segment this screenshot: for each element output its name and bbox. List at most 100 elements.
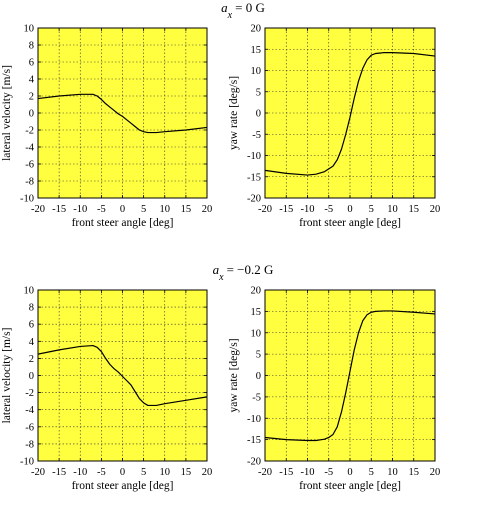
title-subscript: x: [227, 10, 233, 21]
x-tick-label: 5: [369, 467, 374, 478]
panel-yaw-rate-bottom: -20 -15 -10 -5 0 5 10 15 20 -20 -15 -10 -5 0 5 10 15 20 fr…: [228, 286, 440, 493]
x-tick-label: 0: [120, 204, 125, 215]
y-tick-label: -5: [252, 130, 261, 141]
series-line: [264, 310, 436, 442]
plot-frame: [37, 289, 208, 462]
section-title-bottom: ax = −0.2 G: [213, 262, 274, 283]
x-tick-label: 20: [202, 467, 213, 478]
x-tick-label: 15: [181, 467, 192, 478]
y-tick-label: 20: [251, 24, 262, 35]
series-line: [264, 52, 436, 176]
x-tick-label: -20: [31, 467, 45, 478]
y-tick-label: -10: [247, 151, 261, 162]
y-tick-label: -4: [25, 143, 34, 154]
x-tick-label: -5: [324, 467, 333, 478]
y-tick-label: -4: [25, 405, 34, 416]
x-tick-label: -20: [31, 204, 45, 215]
y-tick-label: 0: [29, 109, 34, 120]
x-tick-label: 5: [141, 467, 146, 478]
y-tick-label: 2: [29, 92, 34, 103]
y-tick-label: 0: [29, 371, 34, 382]
panel-lateral-velocity-bottom: -20 -15 -10 -5 0 5 10 15 20-10-8-6-4-20246810fro…: [1, 286, 212, 493]
x-tick-label: 0: [347, 204, 352, 215]
x-tick-label: 0: [120, 467, 125, 478]
y-tick-label: -2: [25, 388, 34, 399]
y-tick-label: -20: [247, 457, 261, 468]
x-tick-label: -5: [97, 204, 106, 215]
title-variable: a: [221, 0, 228, 15]
y-tick-label: 10: [251, 66, 262, 77]
y-tick-label: 2: [29, 354, 34, 365]
x-tick-label: -15: [279, 467, 293, 478]
panel-lateral-velocity-top: -20 -15 -10 -5 0 5 10 15 20-10-8-6-4-20246810fro…: [1, 24, 212, 230]
section-title-top: ax = 0 G: [221, 0, 265, 21]
y-tick-label: 10: [24, 24, 35, 35]
y-axis-label: yaw rate [deg/s]: [228, 76, 240, 150]
y-tick-label: -15: [247, 172, 261, 183]
x-tick-label: 20: [202, 204, 213, 215]
y-tick-label: -10: [247, 414, 261, 425]
plot-frame: [37, 27, 208, 199]
x-tick-label: -15: [279, 204, 293, 215]
y-tick-label: 15: [251, 45, 262, 56]
x-tick-label: -20: [258, 204, 272, 215]
y-tick-label: 10: [251, 328, 262, 339]
y-tick-label: -10: [20, 194, 34, 205]
y-axis-label: lateral velocity [m/s]: [1, 65, 13, 161]
x-tick-label: 15: [181, 204, 192, 215]
x-tick-label: 10: [160, 204, 171, 215]
y-tick-label: 8: [29, 41, 34, 52]
plot-frame: [264, 289, 436, 462]
x-tick-label: 10: [160, 467, 171, 478]
y-tick-label: 4: [29, 75, 35, 86]
x-tick-label: 15: [409, 467, 420, 478]
y-tick-label: 5: [256, 87, 261, 98]
y-tick-label: -6: [25, 160, 34, 171]
x-axis-label: front steer angle [deg]: [72, 217, 174, 229]
x-tick-label: -15: [52, 204, 66, 215]
x-tick-label: 5: [369, 204, 374, 215]
y-tick-label: -8: [25, 177, 34, 188]
y-tick-label: 0: [256, 371, 261, 382]
x-tick-label: 0: [347, 467, 352, 478]
x-tick-label: -10: [301, 204, 315, 215]
y-tick-label: -8: [25, 439, 34, 450]
title-subscript: x: [218, 272, 224, 283]
x-axis-label: front steer angle [deg]: [299, 480, 401, 492]
x-tick-label: -10: [73, 467, 87, 478]
y-tick-label: 8: [29, 303, 34, 314]
y-tick-label: -10: [20, 457, 34, 468]
x-tick-label: 20: [430, 467, 441, 478]
series-line: [37, 344, 208, 407]
x-axis-label: front steer angle [deg]: [72, 480, 174, 492]
title-value: = 0 G: [235, 0, 265, 15]
x-tick-label: 10: [387, 204, 398, 215]
y-axis-label: yaw rate [deg/s]: [228, 338, 240, 412]
x-tick-label: -10: [73, 204, 87, 215]
x-tick-label: 15: [409, 204, 420, 215]
panel-yaw-rate-top: -20 -15 -10 -5 0 5 10 15 20 -20 -15 -10 -5 0 5 10 15 20 fr…: [228, 24, 440, 230]
series-line: [37, 93, 208, 134]
x-tick-label: 5: [141, 204, 146, 215]
x-tick-label: -5: [324, 204, 333, 215]
x-tick-label: -10: [301, 467, 315, 478]
y-tick-label: -6: [25, 422, 34, 433]
x-axis-label: front steer angle [deg]: [299, 217, 401, 229]
x-tick-label: -15: [52, 467, 66, 478]
y-tick-label: 5: [256, 350, 261, 361]
x-tick-label: 10: [387, 467, 398, 478]
y-tick-label: -20: [247, 194, 261, 205]
y-tick-label: 6: [29, 58, 34, 69]
y-tick-label: 4: [29, 337, 35, 348]
y-tick-label: 6: [29, 320, 34, 331]
y-axis-label: lateral velocity [m/s]: [1, 328, 13, 424]
title-value: = −0.2 G: [227, 262, 274, 277]
y-tick-label: 0: [256, 109, 261, 120]
x-tick-label: -20: [258, 467, 272, 478]
y-tick-label: -5: [252, 392, 261, 403]
plot-frame: [264, 27, 436, 199]
title-variable: a: [213, 262, 220, 277]
x-tick-label: 20: [430, 204, 441, 215]
y-tick-label: 10: [24, 286, 35, 297]
